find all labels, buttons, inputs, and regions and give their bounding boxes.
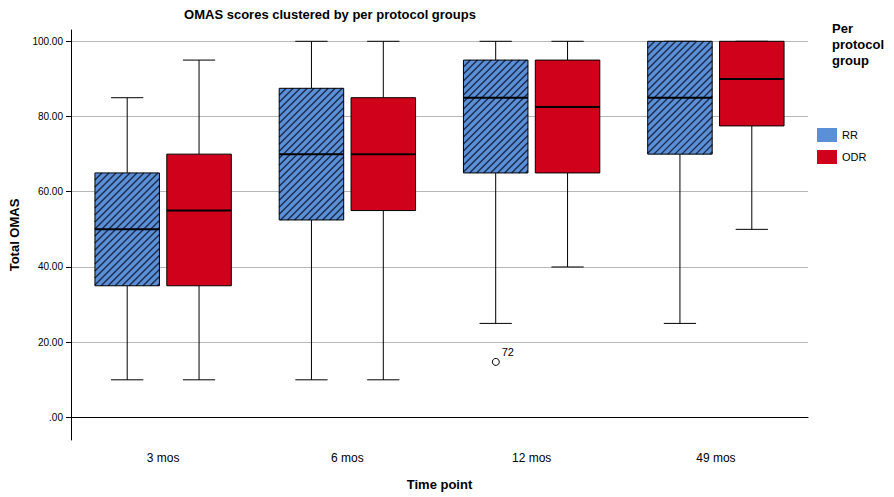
- svg-text:100.00: 100.00: [32, 36, 63, 47]
- svg-text:40.00: 40.00: [38, 261, 63, 272]
- svg-text:49 mos: 49 mos: [696, 451, 735, 465]
- svg-text:RR: RR: [842, 129, 858, 141]
- svg-text:3 mos: 3 mos: [147, 451, 180, 465]
- svg-text:Per: Per: [832, 21, 857, 36]
- svg-text:ODR: ODR: [842, 151, 867, 163]
- svg-text:12 mos: 12 mos: [512, 451, 551, 465]
- svg-text:Total OMAS: Total OMAS: [7, 198, 22, 271]
- svg-text:80.00: 80.00: [38, 111, 63, 122]
- svg-text:Time point: Time point: [407, 477, 473, 492]
- svg-text:group: group: [832, 53, 869, 68]
- svg-text:OMAS scores clustered by per p: OMAS scores clustered by per protocol gr…: [184, 7, 476, 22]
- svg-text:72: 72: [502, 346, 514, 358]
- svg-text:20.00: 20.00: [38, 337, 63, 348]
- svg-text:.00: .00: [49, 412, 63, 423]
- svg-text:60.00: 60.00: [38, 186, 63, 197]
- svg-text:6 mos: 6 mos: [331, 451, 364, 465]
- svg-text:protocol: protocol: [832, 37, 888, 52]
